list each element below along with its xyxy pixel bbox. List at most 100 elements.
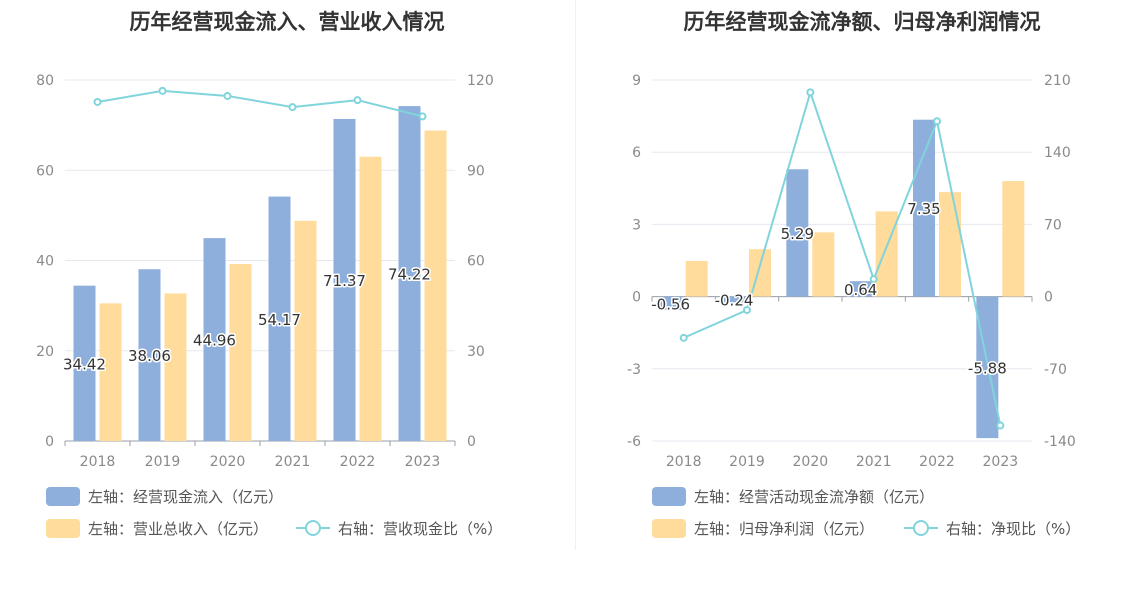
y-right-tick-label: 0 [467, 434, 476, 450]
y-left-tick-label: 9 [632, 73, 641, 89]
legend-swatch [46, 487, 80, 506]
ratio-point-2019 [158, 86, 167, 95]
y-left-tick-label: 6 [632, 145, 641, 161]
ratio-point-2018 [93, 97, 102, 106]
bar-2023 [1002, 181, 1025, 297]
bar-2018 [73, 285, 96, 441]
legend-line-marker [305, 520, 321, 536]
y-right-tick-label: 0 [1044, 290, 1053, 306]
y-right-tick-label: 90 [467, 163, 485, 179]
y-right-tick-label: 70 [1044, 217, 1062, 233]
ratio-point-2021 [869, 275, 878, 284]
y-left-tick-label: 0 [45, 434, 54, 450]
bar-2020 [229, 264, 252, 441]
ratio-line [683, 89, 1002, 426]
bar-2018 [685, 260, 708, 297]
x-tick-label: 2020 [793, 454, 829, 470]
y-right-tick-label: 30 [467, 344, 485, 360]
data-label: 0.64 [844, 281, 877, 299]
data-label: 5.29 [781, 225, 814, 243]
bar-2020 [786, 169, 809, 297]
x-tick-label: 2023 [405, 454, 441, 470]
x-tick-label: 2022 [340, 454, 376, 470]
x-tick-label: 2018 [80, 454, 116, 470]
data-label: 7.35 [907, 200, 940, 218]
bar-2021 [875, 211, 898, 297]
bar-2019 [723, 296, 745, 303]
y-left-tick-label: 3 [632, 217, 641, 233]
bar-2018 [99, 303, 122, 441]
bar-2021 [294, 220, 317, 441]
data-label: -0.56 [651, 295, 690, 313]
chart-svg: 0 20 40 60 80 0 30 60 90 120 2018 2019 2020 2021 2022 2… [36, 73, 502, 538]
data-label: 44.96 [193, 332, 236, 350]
data-label: 34.42 [63, 355, 106, 373]
y-left-tick-label: -3 [627, 362, 641, 378]
data-label: 74.22 [388, 266, 431, 284]
x-tick-label: 2018 [666, 454, 702, 470]
bar-2021 [268, 196, 291, 441]
legend-line-marker [913, 520, 929, 536]
bar-2022 [939, 192, 961, 297]
ratio-point-2022 [933, 117, 941, 126]
legend-label: 左轴：归母净利润（亿元） [694, 520, 874, 538]
y-left-tick-label: 60 [36, 163, 54, 179]
legend-label: 左轴：经营活动现金流净额（亿元） [694, 488, 934, 506]
bar-2022 [333, 118, 356, 441]
y-right-tick-label: -140 [1044, 434, 1076, 450]
y-right-tick-label: -70 [1044, 362, 1067, 378]
legend-label: 左轴：营业总收入（亿元） [88, 520, 268, 538]
bar-2023 [398, 106, 421, 442]
y-right-tick-label: 210 [1044, 73, 1071, 89]
ratio-point-2019 [743, 306, 751, 315]
ratio-point-2018 [679, 333, 688, 342]
y-left-tick-label: 40 [36, 254, 54, 270]
x-tick-label: 2019 [145, 454, 181, 470]
data-label: 38.06 [128, 347, 171, 365]
y-right-tick-label: 120 [467, 73, 494, 89]
bar-2019 [164, 293, 187, 441]
y-right-tick-label: 140 [1044, 145, 1071, 161]
bar-2020 [812, 232, 835, 297]
legend-label: 右轴：净现比（%） [946, 520, 1080, 538]
bar-2019 [138, 269, 161, 441]
ratio-point-2020 [223, 91, 232, 100]
legend-swatch [652, 519, 686, 538]
y-left-tick-label: 80 [36, 73, 54, 89]
data-label: 71.37 [323, 272, 366, 290]
legend-label: 右轴：营收现金比（%） [338, 520, 502, 538]
bar-2022 [913, 119, 935, 297]
x-tick-label: 2021 [275, 454, 311, 470]
bar-2022 [359, 156, 382, 441]
bar-2020 [203, 238, 226, 441]
data-label: -0.24 [715, 291, 754, 309]
bar-2023 [424, 130, 447, 442]
x-tick-label: 2022 [919, 454, 955, 470]
panel-divider [575, 0, 576, 550]
ratio-point-2021 [288, 103, 297, 112]
y-left-tick-label: 0 [632, 290, 641, 306]
x-tick-label: 2020 [210, 454, 246, 470]
chart-panel-net-cashflow: 历年经营现金流净额、归母净利润情况 -6 -3 0 3 6 9 -140 -70 0 70 140 2… [576, 0, 1148, 589]
y-left-tick-label: 20 [36, 344, 54, 360]
y-left-tick-label: -6 [627, 434, 641, 450]
x-tick-label: 2023 [983, 454, 1019, 470]
ratio-point-2023 [996, 421, 1005, 430]
bar-2021 [849, 281, 872, 297]
legend-label: 左轴：经营现金流入（亿元） [88, 488, 283, 506]
ratio-point-2020 [806, 88, 815, 97]
data-label: -5.88 [968, 359, 1007, 377]
bar-2018 [659, 296, 682, 311]
legend-swatch [46, 519, 80, 538]
data-label: 54.17 [258, 311, 301, 329]
chart-title: 历年经营现金流入、营业收入情况 [129, 10, 445, 34]
chart-panel-cashflow-inflow: 历年经营现金流入、营业收入情况 0 20 40 60 80 0 30 60 90 120 2018 2… [36, 10, 502, 538]
ratio-point-2022 [353, 96, 362, 105]
legend-swatch [652, 487, 686, 506]
x-tick-label: 2021 [856, 454, 892, 470]
y-right-tick-label: 60 [467, 254, 485, 270]
ratio-line [97, 89, 423, 118]
x-tick-label: 2019 [729, 454, 765, 470]
ratio-point-2023 [418, 112, 427, 121]
chart-svg: -6 -3 0 3 6 9 -140 -70 0 70 140 210 2018 2019 2020 2021… [627, 73, 1080, 538]
